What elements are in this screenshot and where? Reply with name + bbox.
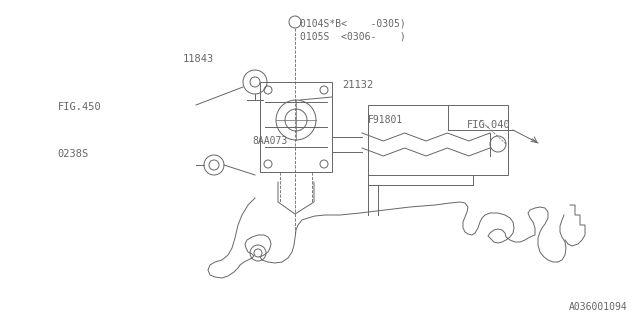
Text: F91801: F91801 <box>368 115 403 125</box>
Text: 21132: 21132 <box>342 80 374 90</box>
Text: A036001094: A036001094 <box>568 302 627 312</box>
Text: 0105S  <0306-    ): 0105S <0306- ) <box>300 32 405 42</box>
Text: FIG.450: FIG.450 <box>58 102 101 112</box>
Text: 11843: 11843 <box>182 54 214 64</box>
Text: 0104S*B<    -0305): 0104S*B< -0305) <box>300 19 405 29</box>
Text: FIG.040: FIG.040 <box>467 120 511 130</box>
Bar <box>368 105 508 175</box>
Text: 8AA073: 8AA073 <box>253 136 288 146</box>
Bar <box>260 82 332 172</box>
Text: 0238S: 0238S <box>58 148 89 159</box>
